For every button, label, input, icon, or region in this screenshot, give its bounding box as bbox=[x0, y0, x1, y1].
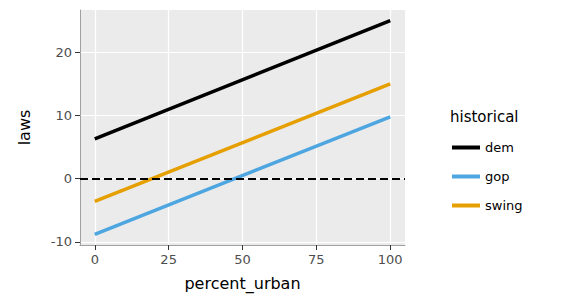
svg-text:50: 50 bbox=[234, 252, 251, 267]
svg-text:percent_urban: percent_urban bbox=[184, 274, 300, 294]
svg-text:-10: -10 bbox=[51, 234, 72, 249]
svg-text:100: 100 bbox=[378, 252, 403, 267]
svg-text:10: 10 bbox=[55, 108, 72, 123]
svg-text:laws: laws bbox=[15, 110, 34, 146]
svg-text:0: 0 bbox=[91, 252, 99, 267]
svg-text:swing: swing bbox=[485, 198, 523, 213]
svg-text:historical: historical bbox=[450, 108, 519, 126]
svg-text:gop: gop bbox=[485, 169, 509, 184]
svg-text:25: 25 bbox=[160, 252, 177, 267]
svg-text:20: 20 bbox=[55, 45, 72, 60]
svg-text:dem: dem bbox=[485, 140, 514, 155]
svg-text:0: 0 bbox=[64, 171, 72, 186]
svg-text:75: 75 bbox=[308, 252, 325, 267]
